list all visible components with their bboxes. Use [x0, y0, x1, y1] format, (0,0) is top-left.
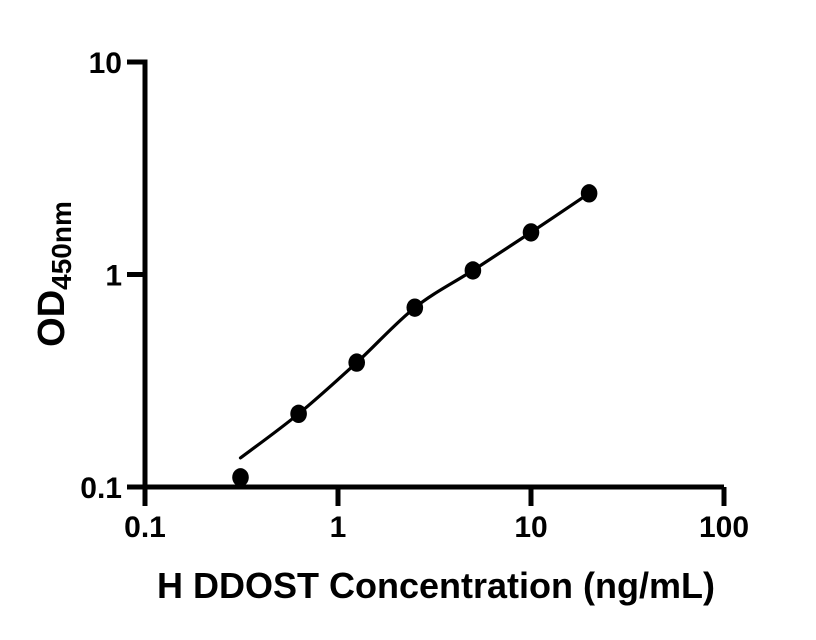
x-tick-label: 10: [514, 511, 547, 544]
x-tick-label: 0.1: [124, 511, 166, 544]
y-tick-label: 10: [89, 47, 122, 80]
y-axis-title-subscript: 450nm: [46, 201, 77, 290]
data-point-marker: [406, 298, 424, 317]
x-axis-title: H DDOST Concentration (ng/mL): [157, 565, 715, 606]
data-point-marker: [348, 353, 366, 372]
data-point-marker: [464, 261, 482, 280]
data-point-marker: [290, 404, 307, 424]
x-tick-label: 1: [330, 511, 347, 544]
data-point-marker: [522, 223, 540, 242]
y-tick-label: 0.1: [80, 472, 122, 505]
y-axis-title-main: OD: [31, 290, 73, 347]
x-tick-label: 100: [699, 511, 749, 544]
data-point-marker: [232, 468, 249, 487]
y-tick-label: 1: [105, 260, 122, 293]
data-point-marker: [580, 184, 598, 203]
y-axis-title: OD450nm: [31, 201, 77, 347]
